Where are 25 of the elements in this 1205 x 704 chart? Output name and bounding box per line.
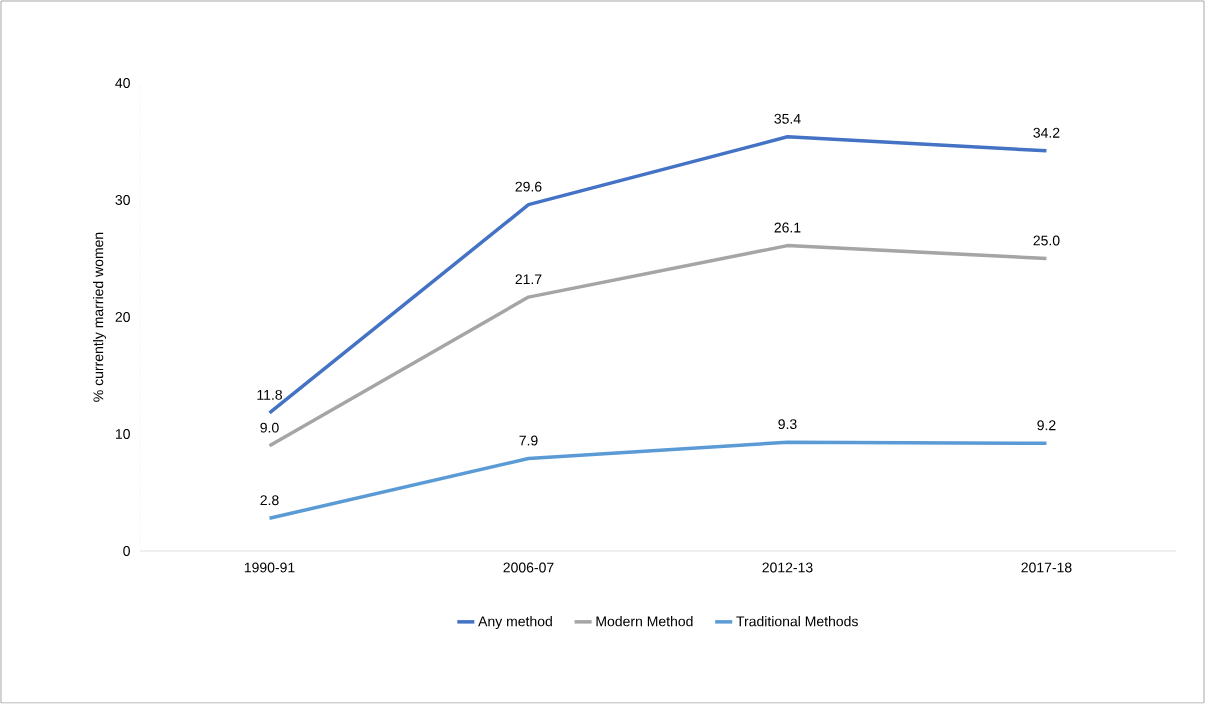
y-tick-label: 40 <box>115 78 130 88</box>
x-tick-label: 1990-91 <box>244 562 295 573</box>
data-label: 9.0 <box>260 422 279 433</box>
data-label: 7.9 <box>519 435 538 446</box>
data-label: 9.2 <box>1037 420 1056 431</box>
x-tick-label: 2017-18 <box>1021 562 1072 573</box>
y-tick-label: 20 <box>115 312 130 322</box>
legend-label: Modern Method <box>596 616 693 627</box>
data-label: 11.8 <box>257 389 283 400</box>
data-label: 29.6 <box>515 181 542 192</box>
x-tick-label: 2012-13 <box>762 562 813 573</box>
y-tick-label: 0 <box>123 546 130 556</box>
data-label: 35.4 <box>774 113 801 124</box>
data-label: 34.2 <box>1033 127 1060 138</box>
data-label: 9.3 <box>778 419 797 430</box>
y-tick-label: 10 <box>115 429 130 439</box>
y-tick-label: 30 <box>115 195 130 205</box>
legend-label: Any method <box>478 616 552 630</box>
data-label: 26.1 <box>774 222 801 233</box>
data-label: 25.0 <box>1033 235 1060 246</box>
data-label: 21.7 <box>515 274 542 285</box>
data-label: 2.8 <box>260 495 279 506</box>
legend-label: Traditional Methods <box>736 616 858 627</box>
y-axis-title: % currently married women <box>92 232 107 402</box>
x-tick-label: 2006-07 <box>503 562 554 573</box>
